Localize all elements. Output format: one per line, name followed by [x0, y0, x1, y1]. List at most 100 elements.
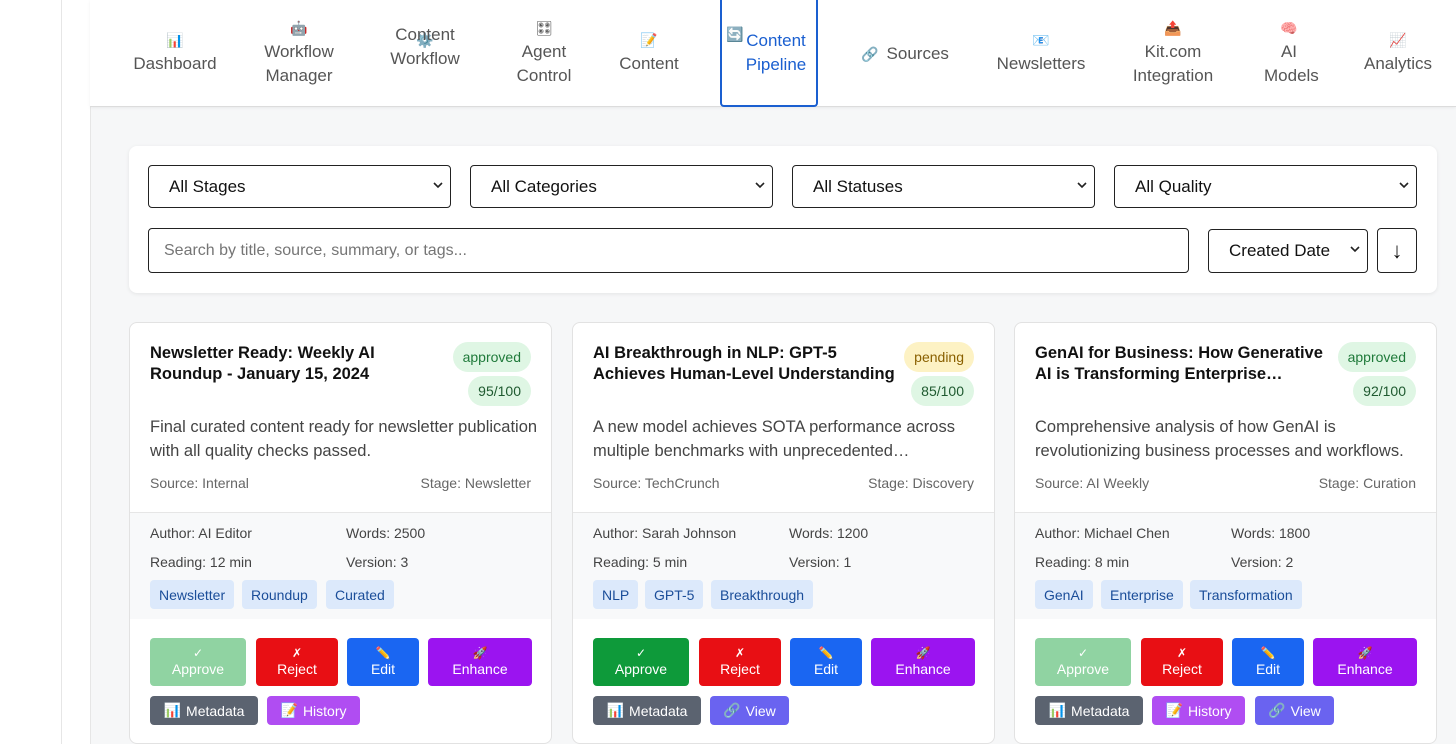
bar-chart-icon: 📊	[166, 31, 184, 48]
nav-dashboard[interactable]: 📊 Dashboard	[122, 0, 228, 107]
check-icon: ✓	[635, 646, 647, 660]
metadata-button[interactable]: 📊 Metadata	[593, 696, 701, 725]
memo-icon: 📝	[640, 31, 658, 48]
history-button[interactable]: 📝 History	[267, 696, 360, 725]
tag[interactable]: GenAI	[1035, 580, 1093, 609]
quality-score-badge: 85/100	[911, 376, 974, 406]
nav-label: Content Pipeline	[745, 30, 807, 74]
tag[interactable]: NLP	[593, 580, 639, 609]
card-summary: A new model achieves SOTA performance ac…	[593, 418, 955, 460]
content-card: GenAI for Business: How Generative AI is…	[1014, 322, 1437, 744]
edit-button[interactable]: ✏️ Edit	[1232, 638, 1304, 686]
button-label: Enhance	[1337, 661, 1393, 677]
sort-direction-button[interactable]: ↓	[1377, 228, 1417, 273]
meta-author: Author: AI Editor	[150, 525, 252, 541]
tag[interactable]: Newsletter	[150, 580, 235, 609]
nav-sources[interactable]: 🔗 Sources	[848, 0, 962, 107]
metadata-button[interactable]: 📊 Metadata	[150, 696, 258, 725]
button-label: Metadata	[629, 702, 688, 719]
cross-icon: ✗	[291, 646, 303, 660]
tag[interactable]: Enterprise	[1101, 580, 1183, 609]
enhance-button[interactable]: 🚀 Enhance	[1313, 638, 1417, 686]
tag[interactable]: GPT-5	[645, 580, 704, 609]
rocket-icon: 🚀	[472, 646, 488, 660]
enhance-button[interactable]: 🚀 Enhance	[871, 638, 975, 686]
stage-select[interactable]: All Stages	[148, 165, 451, 208]
category-select[interactable]: All Categories	[470, 165, 773, 208]
nav-row: 🔗 Sources	[861, 42, 949, 66]
view-button[interactable]: 🔗 View	[710, 696, 789, 725]
quality-score-badge: 95/100	[468, 376, 531, 406]
button-label: Edit	[1255, 661, 1281, 677]
nav-content-workflow[interactable]: ⚙️ Content Workflow	[370, 0, 480, 107]
edit-button[interactable]: ✏️ Edit	[790, 638, 862, 686]
history-button[interactable]: 📝 History	[1152, 696, 1245, 725]
meta-reading: Reading: 12 min	[150, 554, 252, 570]
status-select[interactable]: All Statuses	[792, 165, 1095, 208]
meta-words: Words: 1800	[1231, 525, 1311, 541]
nav-label: Dashboard	[133, 53, 217, 73]
meta-words: Words: 1200	[789, 525, 869, 541]
metadata-button[interactable]: 📊 Metadata	[1035, 696, 1143, 725]
button-label: Approve	[171, 661, 225, 677]
quality-select[interactable]: All Quality	[1114, 165, 1417, 208]
envelope-icon: 📧	[1032, 31, 1050, 48]
gear-icon: ⚙️	[416, 31, 434, 48]
reject-button[interactable]: ✗ Reject	[699, 638, 781, 686]
approve-button[interactable]: ✓ Approve	[1035, 638, 1131, 686]
approve-button[interactable]: ✓ Approve	[150, 638, 246, 686]
tag[interactable]: Transformation	[1190, 580, 1302, 609]
search-input[interactable]	[148, 228, 1189, 273]
nav-kit-integration[interactable]: 📤 Kit.com Integration	[1118, 0, 1228, 107]
nav-ai-models[interactable]: 🧠 AI Models	[1244, 0, 1334, 107]
top-nav	[90, 0, 1456, 107]
sort-select[interactable]: Created Date	[1208, 229, 1368, 273]
meta-words: Words: 2500	[346, 525, 426, 541]
stage-select-value: All Stages	[169, 176, 246, 196]
button-label: Metadata	[186, 702, 245, 719]
button-label: Metadata	[1071, 702, 1130, 719]
nav-analytics[interactable]: 📈 Analytics	[1352, 0, 1444, 107]
tag[interactable]: Breakthrough	[711, 580, 814, 609]
button-label: Enhance	[895, 661, 951, 677]
status-badge: approved	[1337, 342, 1416, 372]
meta-author: Author: Michael Chen	[1035, 525, 1170, 541]
nav-label: AI Models	[1264, 41, 1319, 85]
enhance-button[interactable]: 🚀 Enhance	[428, 638, 532, 686]
button-label: Enhance	[452, 661, 508, 677]
card-title: AI Breakthrough in NLP: GPT-5 Achieves H…	[593, 344, 895, 383]
rocket-icon: 🚀	[915, 646, 931, 660]
approve-button[interactable]: ✓ Approve	[593, 638, 689, 686]
button-label: View	[1290, 702, 1321, 719]
tag[interactable]: Curated	[326, 580, 394, 609]
reject-button[interactable]: ✗ Reject	[1141, 638, 1223, 686]
control-panel-icon: 🎛	[535, 19, 553, 36]
card-source: Source: Internal	[150, 475, 249, 491]
sort-select-value: Created Date	[1229, 241, 1331, 260]
status-select-value: All Statuses	[813, 176, 903, 196]
rocket-icon: 🚀	[1357, 646, 1373, 660]
edit-button[interactable]: ✏️ Edit	[347, 638, 419, 686]
nav-content[interactable]: 📝 Content	[604, 0, 694, 107]
meta-author: Author: Sarah Johnson	[593, 525, 737, 541]
button-label: View	[745, 702, 776, 719]
status-badge: pending	[904, 342, 974, 372]
chevron-down-icon	[755, 182, 765, 189]
nav-content-pipeline[interactable]: 🔄 Content Pipeline	[720, 0, 818, 107]
left-rail	[0, 0, 62, 744]
view-button[interactable]: 🔗 View	[1255, 696, 1334, 725]
pencil-icon: ✏️	[1260, 646, 1276, 660]
nav-newsletters[interactable]: 📧 Newsletters	[982, 0, 1100, 107]
meta-version: Version: 2	[1231, 554, 1294, 570]
bar-chart-icon: 📊	[606, 702, 625, 718]
button-label: Reject	[1162, 661, 1202, 677]
cross-icon: ✗	[734, 646, 746, 660]
nav-workflow-manager[interactable]: 🤖 Workflow Manager	[244, 0, 354, 107]
quality-score-badge: 92/100	[1353, 376, 1416, 406]
nav-label: Agent Control	[516, 41, 572, 85]
tag[interactable]: Roundup	[242, 580, 317, 609]
reject-button[interactable]: ✗ Reject	[256, 638, 338, 686]
meta-version: Version: 3	[346, 554, 409, 570]
status-badge: approved	[452, 342, 531, 372]
nav-agent-control[interactable]: 🎛 Agent Control	[497, 0, 591, 107]
